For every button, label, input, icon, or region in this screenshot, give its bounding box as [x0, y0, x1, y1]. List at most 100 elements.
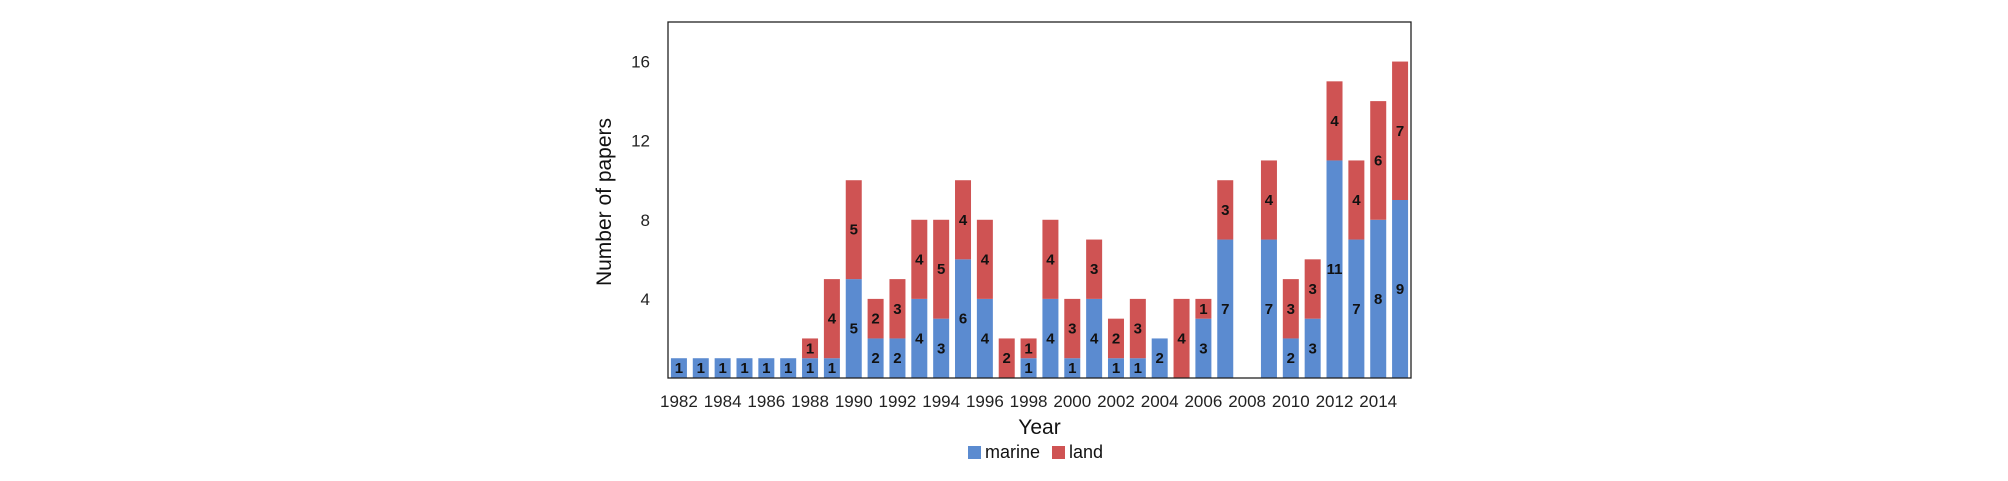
segment-labels-layer: 1 1 1 1 1 1 1114552223443564442114413431213243…	[675, 113, 1404, 377]
segment-label-marine-1990: 5	[850, 321, 858, 338]
x-axis-ticks: 1982 1984 1986 1988 1990 1992 1994 1996 1998 2000…	[660, 392, 1397, 411]
x-tick-label: 2006	[1184, 392, 1222, 411]
segment-label-marine-1992: 2	[893, 350, 901, 367]
bar-segment-marine-1993	[911, 298, 928, 378]
bar-segment-marine-2004	[1151, 338, 1168, 378]
y-tick-label: 8	[641, 211, 650, 230]
x-tick-label: 1982	[660, 392, 698, 411]
segment-label-land-2006: 1	[1199, 301, 1207, 318]
bar-segment-land-1990	[845, 180, 862, 280]
bar-segment-marine-1988	[802, 358, 819, 378]
segment-label-marine-2003: 1	[1134, 360, 1142, 377]
segment-label-marine-2013: 7	[1352, 301, 1360, 318]
bar-segment-land-2010	[1282, 279, 1299, 339]
x-tick-label: 2012	[1316, 392, 1354, 411]
bar-segment-land-1994	[933, 219, 950, 319]
segment-label-land-2010: 3	[1287, 301, 1295, 318]
segment-label-land-2013: 4	[1352, 192, 1361, 209]
bar-segment-marine-2001	[1086, 298, 1103, 378]
y-axis-title: Number of papers	[593, 118, 616, 286]
segment-label-marine-2015: 9	[1396, 281, 1404, 298]
legend-label-marine: marine	[985, 442, 1040, 462]
bar-segment-marine-1982	[670, 358, 687, 378]
segment-label-land-2007: 3	[1221, 202, 1229, 219]
x-tick-label: 2008	[1228, 392, 1266, 411]
bar-segment-land-2013	[1348, 160, 1365, 240]
x-tick-label: 1998	[1010, 392, 1048, 411]
segment-label-marine-1986: 1	[762, 360, 770, 377]
segment-label-marine-2000: 1	[1068, 360, 1076, 377]
bar-segment-marine-1984	[714, 358, 731, 378]
segment-label-land-2003: 3	[1134, 321, 1142, 338]
plot-frame	[667, 21, 1412, 379]
x-tick-label: 2010	[1272, 392, 1310, 411]
x-tick-label: 1984	[704, 392, 742, 411]
x-axis-title: Year	[1018, 416, 1060, 439]
segment-label-land-2012: 4	[1330, 113, 1339, 130]
bar-segment-marine-1998	[1020, 358, 1037, 378]
segment-label-marine-1982: 1	[675, 360, 683, 377]
segment-label-land-2001: 3	[1090, 261, 1098, 278]
segment-label-marine-2002: 1	[1112, 360, 1120, 377]
bar-segment-marine-1992	[889, 338, 906, 378]
bar-segment-marine-2002	[1107, 358, 1124, 378]
bar-segment-marine-1990	[845, 279, 862, 378]
segment-label-marine-2006: 3	[1199, 340, 1207, 357]
segment-label-land-2005: 4	[1177, 330, 1186, 347]
segment-label-marine-1987: 1	[784, 360, 792, 377]
segment-label-land-1999: 4	[1046, 251, 1055, 268]
segment-label-marine-2012: 11	[1327, 261, 1343, 278]
x-tick-label: 1986	[747, 392, 785, 411]
bar-segment-land-2003	[1129, 298, 1146, 359]
bar-segment-land-2014	[1370, 101, 1387, 220]
legend-swatch-marine	[968, 446, 981, 459]
segment-label-marine-1991: 2	[871, 350, 879, 367]
bar-segment-land-1993	[911, 219, 928, 299]
segment-label-land-1988: 1	[806, 340, 814, 357]
segment-label-land-1997: 2	[1003, 350, 1011, 367]
bar-segment-marine-2012	[1326, 160, 1343, 378]
segment-label-land-1998: 1	[1024, 340, 1032, 357]
x-tick-label: 1994	[922, 392, 960, 411]
bar-segment-marine-2010	[1282, 338, 1299, 378]
segment-label-marine-2014: 8	[1374, 291, 1382, 308]
legend: marine land	[968, 442, 1103, 462]
segment-label-land-2000: 3	[1068, 321, 1076, 338]
bar-segment-land-1999	[1042, 219, 1059, 299]
segment-label-marine-2004: 2	[1156, 350, 1164, 367]
bar-segment-land-2006	[1195, 298, 1212, 319]
legend-label-land: land	[1069, 442, 1103, 462]
bar-segment-land-1996	[976, 219, 993, 299]
segment-label-marine-1999: 4	[1046, 330, 1055, 347]
bar-segment-land-1988	[802, 338, 819, 359]
segment-label-marine-2007: 7	[1221, 301, 1229, 318]
bar-segment-marine-1985	[736, 358, 753, 378]
bar-segment-land-2012	[1326, 81, 1343, 161]
segment-label-marine-1983: 1	[697, 360, 705, 377]
bar-segment-land-2002	[1107, 318, 1124, 359]
legend-swatch-land	[1052, 446, 1065, 459]
y-tick-label: 4	[641, 290, 650, 309]
bar-segment-marine-2006	[1195, 318, 1212, 378]
bar-segment-marine-1994	[933, 318, 950, 378]
y-tick-label: 16	[631, 53, 650, 72]
segment-label-land-2011: 3	[1308, 281, 1316, 298]
bar-segment-land-2005	[1173, 298, 1190, 378]
segment-label-land-1990: 5	[850, 222, 858, 239]
bar-segment-land-1991	[867, 298, 884, 339]
segment-label-land-2002: 2	[1112, 330, 1120, 347]
segment-label-marine-1996: 4	[981, 330, 990, 347]
bar-segment-land-2000	[1064, 298, 1081, 359]
segment-label-land-1993: 4	[915, 251, 924, 268]
bar-segment-land-2001	[1086, 239, 1103, 299]
segment-label-land-1995: 4	[959, 212, 968, 229]
bar-segment-marine-2011	[1304, 318, 1321, 378]
bar-segment-marine-1999	[1042, 298, 1059, 378]
bars-layer	[670, 61, 1409, 378]
segment-label-marine-1994: 3	[937, 340, 945, 357]
bar-segment-land-2007	[1217, 180, 1234, 240]
bar-segment-marine-1996	[976, 298, 993, 378]
segment-label-marine-1988: 1	[806, 360, 814, 377]
bar-segment-land-2015	[1392, 61, 1409, 200]
